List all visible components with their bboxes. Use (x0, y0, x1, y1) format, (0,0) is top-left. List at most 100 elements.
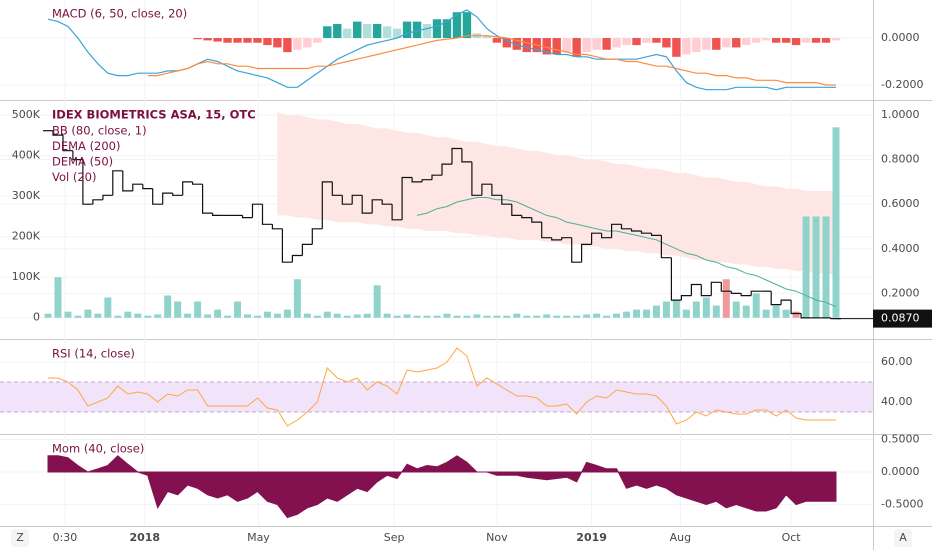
price-step (301, 243, 313, 256)
volume-bar (662, 301, 670, 318)
volume-bar (722, 279, 730, 318)
price-step (152, 188, 163, 205)
histogram-bar (343, 28, 352, 39)
volume-bar (453, 315, 461, 318)
price-step (630, 228, 642, 232)
y-tick-label: 500K (12, 108, 41, 121)
price-step (361, 195, 373, 214)
volume-bar (503, 315, 511, 318)
histogram-bar (333, 23, 342, 39)
volume-bar (234, 301, 242, 318)
legend-entry: DEMA (50) (52, 155, 113, 169)
price-step (192, 181, 203, 185)
pane-title: RSI (14, close) (52, 347, 135, 361)
volume-bar (303, 313, 311, 318)
price-step (640, 231, 652, 234)
volume-bar (353, 314, 361, 318)
price-step (680, 295, 692, 301)
histogram-bar (273, 38, 282, 48)
price-step (800, 313, 812, 319)
price-step (740, 293, 752, 297)
macd-line (147, 35, 836, 86)
x-tick-label: 2019 (576, 531, 607, 544)
volume-bar (543, 314, 551, 318)
price-step (321, 181, 333, 229)
histogram-bar (522, 38, 531, 53)
histogram-bar (372, 23, 382, 39)
histogram-bar (761, 38, 771, 41)
volume-bar (712, 305, 720, 318)
y-tick-label: 0.0000 (881, 465, 920, 478)
price-step (251, 203, 263, 218)
price-step (331, 181, 343, 196)
volume-bar (593, 313, 601, 318)
y-tick-label: 0 (33, 311, 40, 324)
histogram-bar (462, 12, 472, 39)
histogram-bar (492, 38, 502, 43)
volume-bar (293, 279, 301, 318)
y-tick-label: 0.5000 (881, 433, 920, 446)
histogram-bar (293, 38, 302, 50)
x-tick-label: May (247, 531, 270, 544)
volume-bar (94, 313, 102, 318)
price-step (670, 257, 682, 301)
price-step (341, 195, 353, 205)
volume-bar (433, 315, 441, 318)
histogram-bar (442, 19, 452, 39)
volume-bar (642, 309, 650, 318)
price-step (281, 228, 293, 263)
chart-title: IDEX BIOMETRICS ASA, 15, OTC (52, 108, 256, 122)
price-step (750, 290, 762, 296)
histogram-bar (692, 38, 701, 53)
price-step (561, 237, 572, 240)
volume-bar (613, 313, 621, 318)
price-step (571, 237, 582, 263)
volume-bar (403, 314, 411, 318)
price-step (391, 204, 403, 221)
volume-bar (603, 315, 611, 318)
legend-entry: BB (80, close, 1) (52, 124, 147, 138)
histogram-bar (512, 38, 521, 50)
price-step (521, 215, 532, 219)
volume-bar (253, 315, 261, 318)
volume-bar (463, 315, 471, 318)
histogram-bar (402, 21, 412, 39)
volume-bar (333, 313, 341, 318)
volume-bar (283, 309, 291, 318)
price-step (431, 174, 442, 180)
histogram-bar (592, 38, 601, 50)
volume-bar (244, 314, 251, 318)
axis-button[interactable] (894, 529, 912, 547)
histogram-bar (752, 38, 761, 43)
marks (0, 9, 873, 519)
histogram-bar (722, 38, 731, 48)
axis-button-label[interactable]: A (899, 531, 907, 544)
histogram-bar (612, 38, 621, 48)
price-step (142, 184, 153, 190)
axis-button-label[interactable]: Z (16, 531, 24, 544)
price-step (82, 159, 93, 205)
volume-bar (573, 315, 581, 318)
volume-bar (64, 311, 72, 318)
price-step (780, 299, 792, 305)
price-step (720, 282, 732, 292)
histogram-bar (263, 38, 272, 46)
price-step (730, 291, 742, 294)
rsi-band (0, 382, 873, 412)
y-tick-label: -0.5000 (881, 498, 923, 511)
price-step (700, 284, 712, 297)
bollinger-band (277, 112, 836, 276)
volume-bar (313, 315, 321, 318)
volume-bar (732, 301, 740, 318)
x-tick-label: Oct (782, 531, 802, 544)
histogram-bar (732, 38, 741, 48)
momentum-area (47, 455, 837, 519)
axis-button[interactable] (11, 529, 29, 547)
volume-bar (343, 315, 351, 318)
histogram-bar (353, 21, 362, 39)
y-tick-label: 0.0000 (881, 31, 920, 44)
volume-bar (802, 216, 810, 318)
price-step (461, 148, 472, 163)
x-tick-label: 2018 (129, 531, 160, 544)
